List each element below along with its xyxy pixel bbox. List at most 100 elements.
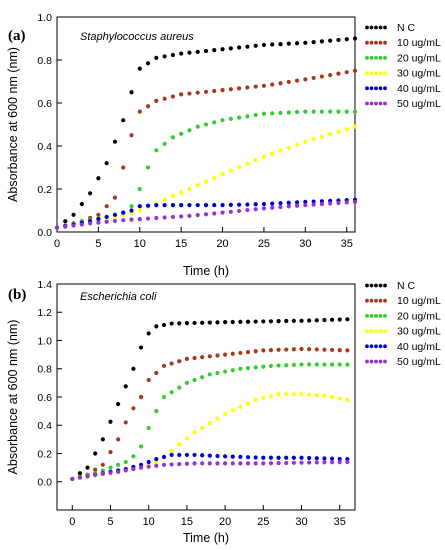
data-point xyxy=(108,465,113,470)
data-point xyxy=(162,96,167,101)
y-axis-title: Absorbance at 600 nm (nm) xyxy=(6,47,20,202)
data-point xyxy=(154,324,159,329)
data-point xyxy=(329,347,335,353)
legend-marker xyxy=(365,344,369,349)
data-point xyxy=(116,437,121,442)
data-point xyxy=(85,474,90,479)
legend-marker xyxy=(365,314,369,318)
data-point xyxy=(93,467,98,472)
data-point xyxy=(100,437,105,442)
data-point xyxy=(223,320,228,325)
data-point xyxy=(268,363,274,369)
data-point xyxy=(329,456,335,461)
data-point xyxy=(121,165,126,170)
data-point xyxy=(284,347,289,352)
data-point xyxy=(261,154,267,159)
data-point xyxy=(319,39,324,44)
data-point xyxy=(187,186,192,192)
data-point xyxy=(238,461,243,466)
data-point xyxy=(93,472,98,477)
legend-marker xyxy=(383,314,387,318)
data-point xyxy=(253,319,258,324)
data-point xyxy=(154,463,159,468)
data-point xyxy=(104,204,109,209)
data-point xyxy=(179,131,184,136)
data-point xyxy=(284,318,289,324)
data-point xyxy=(352,36,358,41)
data-point xyxy=(352,199,358,204)
legend-marker xyxy=(374,86,378,91)
data-point xyxy=(299,460,304,465)
data-point xyxy=(261,42,267,48)
data-point xyxy=(291,347,296,352)
data-point xyxy=(112,195,118,200)
data-point xyxy=(238,404,243,409)
data-point xyxy=(270,42,275,47)
legend-label: 30 ug/mL xyxy=(397,68,441,80)
data-point xyxy=(261,364,266,369)
data-point xyxy=(268,319,274,324)
y-axis-title: Absorbance at 600 nm (nm) xyxy=(6,320,20,475)
data-point xyxy=(108,470,113,475)
data-point xyxy=(345,459,350,465)
data-point xyxy=(154,215,159,221)
organism-name: Escherichia coli xyxy=(80,291,157,303)
data-point xyxy=(77,471,83,476)
data-point xyxy=(215,370,220,376)
data-point xyxy=(154,457,159,462)
data-point xyxy=(162,215,167,220)
data-point xyxy=(228,116,233,122)
legend-marker xyxy=(383,56,387,60)
data-point xyxy=(170,52,175,58)
data-point xyxy=(195,90,200,95)
data-point xyxy=(278,148,283,153)
data-point xyxy=(270,205,275,210)
data-point xyxy=(261,395,266,401)
data-point xyxy=(268,393,274,399)
legend-marker xyxy=(383,344,387,349)
data-point xyxy=(352,68,358,73)
data-point xyxy=(294,109,300,115)
data-point xyxy=(286,204,291,209)
data-point xyxy=(230,351,235,356)
data-point xyxy=(116,469,121,474)
data-point xyxy=(230,368,235,373)
data-point xyxy=(138,345,144,350)
legend-marker xyxy=(374,344,378,349)
data-point xyxy=(329,362,335,367)
data-point xyxy=(311,75,316,81)
data-point xyxy=(121,210,126,215)
legend-marker xyxy=(369,25,374,30)
legend-marker xyxy=(365,329,369,333)
data-point xyxy=(96,176,101,181)
data-point xyxy=(145,203,151,208)
legend-marker xyxy=(383,40,387,45)
data-point xyxy=(344,200,349,205)
data-point xyxy=(169,462,174,467)
data-point xyxy=(299,392,304,397)
series-5 xyxy=(70,452,350,482)
data-point xyxy=(192,461,197,466)
data-point xyxy=(253,349,258,354)
data-point xyxy=(187,91,192,96)
data-point xyxy=(319,201,324,207)
data-point xyxy=(253,461,258,466)
data-point xyxy=(344,70,349,75)
data-point xyxy=(337,456,342,462)
data-point xyxy=(179,190,184,195)
data-point xyxy=(220,203,225,208)
legend-marker xyxy=(369,329,374,333)
data-point xyxy=(184,461,189,466)
data-point xyxy=(187,203,192,208)
x-tick-label: 20 xyxy=(216,238,228,250)
data-point xyxy=(230,319,235,325)
data-point xyxy=(162,141,167,146)
data-point xyxy=(230,461,235,466)
data-point xyxy=(184,436,189,441)
legend-marker xyxy=(383,25,387,30)
data-point xyxy=(253,397,258,402)
data-point xyxy=(179,92,184,97)
data-point xyxy=(337,317,342,322)
y-tick-label: 1.4 xyxy=(37,279,52,291)
